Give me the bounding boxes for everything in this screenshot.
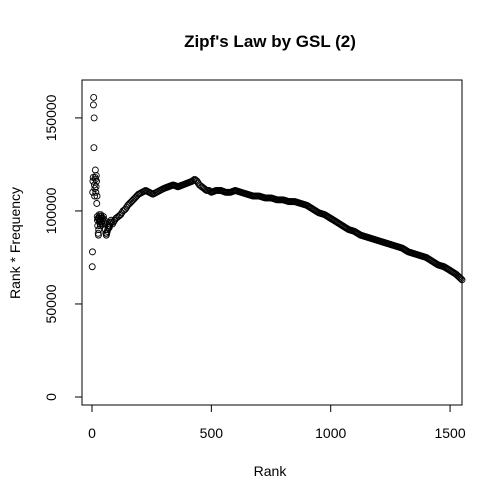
x-tick-label: 0 — [88, 425, 96, 441]
data-point — [131, 194, 139, 202]
data-point — [91, 185, 99, 193]
x-tick-label: 1500 — [434, 425, 465, 441]
y-tick-label: 50000 — [43, 284, 59, 323]
data-point — [458, 276, 466, 284]
data-point — [129, 196, 137, 204]
data-point — [457, 275, 465, 283]
data-point — [110, 218, 117, 226]
data-points — [88, 93, 466, 284]
data-point — [93, 200, 101, 207]
data-point — [125, 200, 133, 208]
data-point — [127, 198, 135, 206]
x-axis-label: Rank — [254, 463, 288, 479]
data-point — [93, 192, 101, 200]
y-tick-label: 100000 — [43, 187, 59, 234]
data-point — [126, 199, 134, 207]
x-axis: 0 500 1000 1500 — [88, 404, 466, 441]
y-tick-label: 150000 — [43, 94, 59, 141]
data-point — [100, 216, 108, 224]
data-point — [124, 201, 132, 209]
data-point — [90, 93, 98, 101]
data-point — [89, 248, 96, 256]
data-point — [89, 188, 97, 196]
x-tick-label: 500 — [200, 425, 224, 441]
data-point — [88, 263, 96, 271]
chart-title: Zipf's Law by GSL (2) — [184, 32, 356, 51]
data-point — [91, 166, 99, 174]
y-axis: 0 50000 100000 150000 — [43, 94, 83, 401]
data-point — [90, 114, 98, 122]
data-point — [193, 177, 201, 185]
data-point — [89, 101, 97, 109]
data-point — [121, 205, 129, 213]
data-point — [117, 211, 125, 219]
data-point — [92, 183, 100, 191]
data-point — [93, 177, 100, 185]
data-point — [95, 226, 103, 233]
y-tick-label: 0 — [43, 393, 59, 401]
data-point — [456, 274, 464, 282]
data-point — [91, 192, 99, 200]
y-axis-label: Rank * Frequency — [7, 187, 23, 299]
plot-area-box — [81, 79, 463, 406]
data-point — [130, 195, 138, 203]
x-tick-label: 1000 — [315, 425, 346, 441]
data-point — [90, 144, 98, 152]
